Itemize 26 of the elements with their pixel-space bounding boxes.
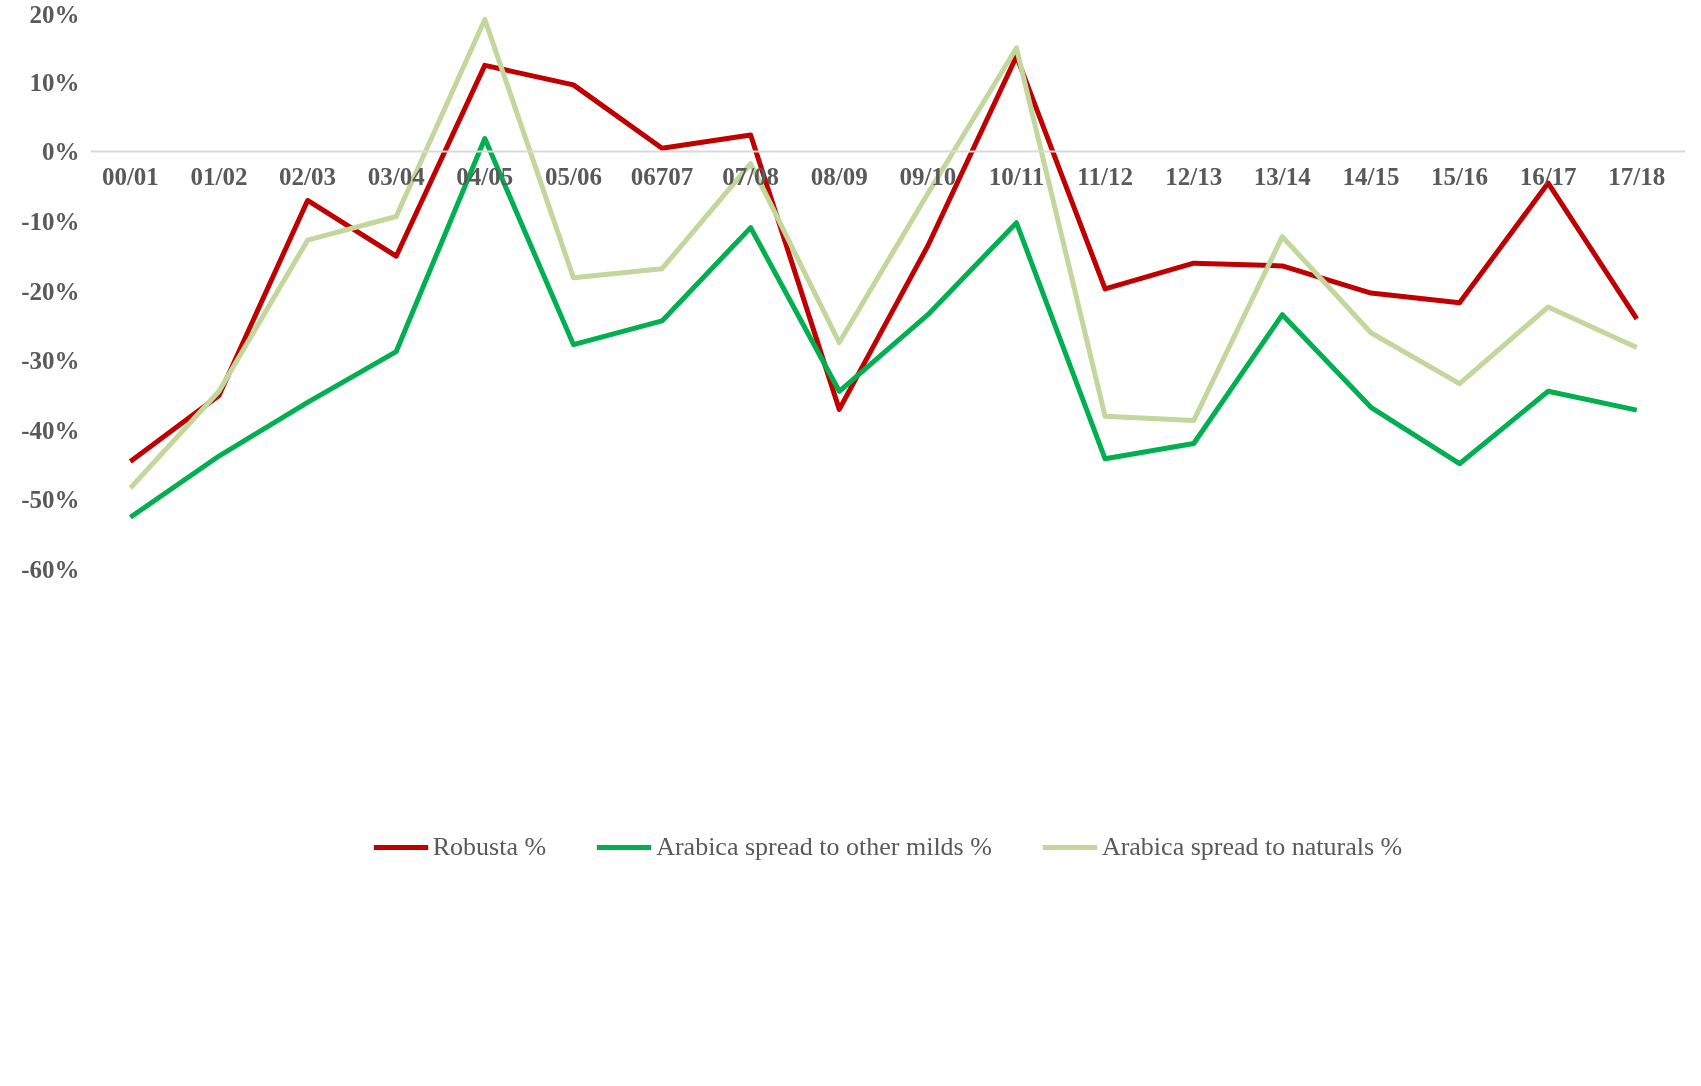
y-tick-label: 20%: [29, 0, 80, 28]
x-tick-label: 10/11: [988, 162, 1045, 190]
y-tick-label: 0%: [42, 138, 80, 166]
y-tick-label: -30%: [21, 347, 80, 375]
y-tick-label: -20%: [21, 277, 80, 305]
y-tick-label: -10%: [21, 207, 80, 235]
x-tick-label: 02/03: [279, 162, 337, 190]
x-tick-label: 13/14: [1253, 162, 1312, 190]
x-tick-label: 08/09: [810, 162, 868, 190]
x-tick-label: 00/01: [101, 162, 159, 190]
legend-label: Robusta %: [432, 831, 547, 862]
x-tick-label: 16/17: [1519, 162, 1577, 190]
x-tick-label: 06707: [630, 162, 694, 190]
y-tick-label: 10%: [29, 68, 80, 96]
legend-label: Arabica spread to other milds %: [656, 831, 992, 862]
y-tick-label: -60%: [21, 556, 80, 584]
x-tick-label: 14/15: [1342, 162, 1400, 190]
x-tick-label: 11/12: [1077, 162, 1133, 190]
x-tick-label: 05/06: [544, 162, 602, 190]
y-tick-label: -50%: [21, 486, 80, 514]
y-tick-label: -40%: [21, 416, 80, 444]
legend-label: Arabica spread to naturals %: [1101, 831, 1403, 862]
x-tick-label: 17/18: [1608, 162, 1666, 190]
x-tick-label: 15/16: [1431, 162, 1489, 190]
x-tick-label: 01/02: [190, 162, 248, 190]
x-tick-label: 12/13: [1165, 162, 1223, 190]
